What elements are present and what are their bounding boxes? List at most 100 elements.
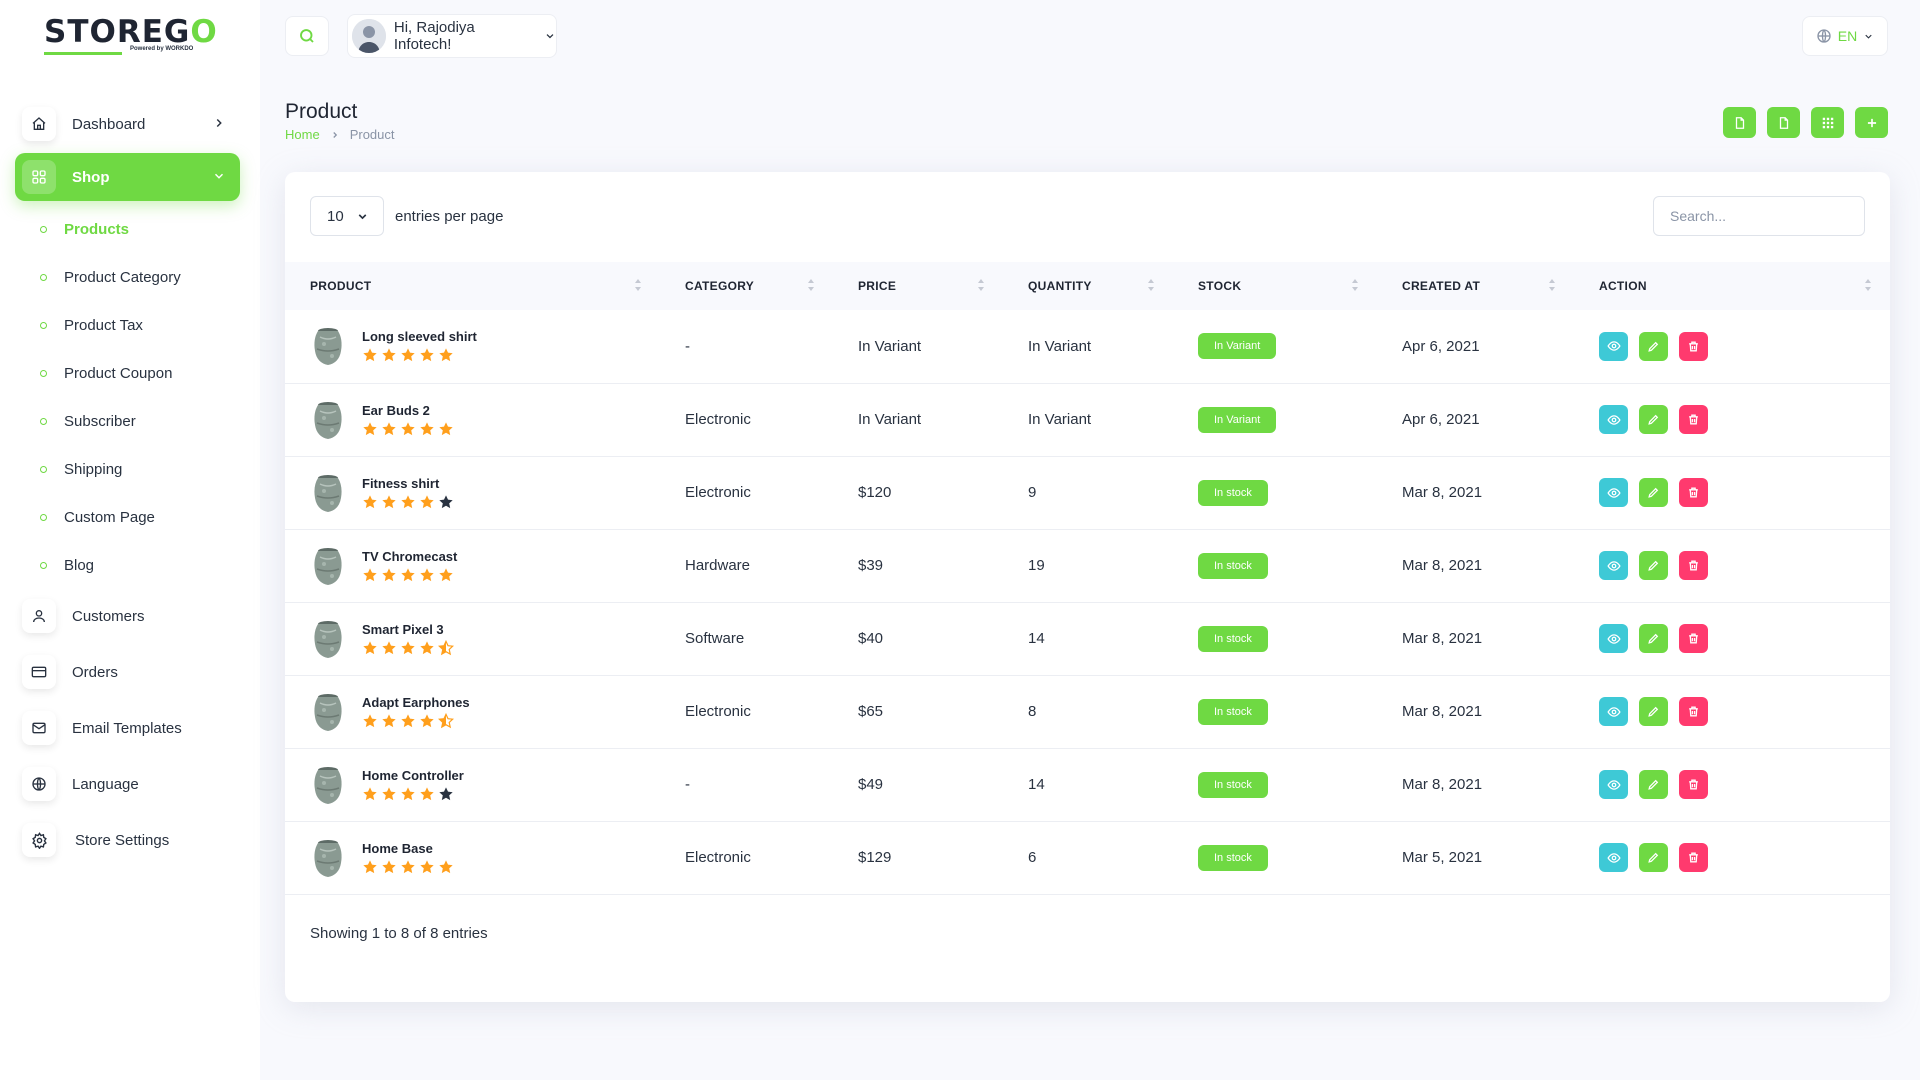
product-name[interactable]: Long sleeved shirt [362, 329, 477, 345]
sidebar-subitem-products[interactable]: Products [40, 219, 129, 239]
column-header-stock[interactable]: STOCK [1173, 262, 1377, 310]
product-thumbnail[interactable] [310, 472, 346, 514]
product-thumbnail[interactable] [310, 691, 346, 733]
sort-icon [1351, 278, 1359, 295]
delete-button[interactable] [1679, 843, 1708, 872]
delete-button[interactable] [1679, 331, 1708, 361]
delete-button[interactable] [1679, 697, 1708, 726]
trash-icon [1689, 633, 1698, 644]
sidebar-item-language[interactable]: Language [15, 760, 240, 808]
column-label: ACTION [1599, 279, 1647, 293]
action-cell [1574, 383, 1890, 456]
star-filled-icon [439, 348, 453, 362]
product-thumbnail[interactable] [310, 764, 346, 806]
pencil-icon [1648, 487, 1659, 498]
column-header-action[interactable]: ACTION [1574, 262, 1890, 310]
user-menu[interactable]: Hi, Rajodiya Infotech! [347, 14, 557, 58]
sidebar-item-store-settings[interactable]: Store Settings [15, 816, 240, 864]
edit-button[interactable] [1639, 843, 1668, 872]
sidebar-item-customers[interactable]: Customers [15, 592, 240, 640]
product-name[interactable]: Smart Pixel 3 [362, 621, 444, 637]
grid-view-button[interactable] [1811, 107, 1844, 138]
product-name[interactable]: TV Chromecast [362, 548, 458, 564]
column-header-quantity[interactable]: QUANTITY [1003, 262, 1173, 310]
quantity-cell: In Variant [1028, 411, 1092, 428]
header-search-button[interactable] [285, 16, 329, 56]
sidebar-item-email-templates[interactable]: Email Templates [15, 704, 240, 752]
product-thumbnail[interactable] [310, 545, 346, 587]
chevron-down-icon [212, 169, 226, 188]
edit-button[interactable] [1639, 624, 1668, 653]
sidebar-subitem-product-category[interactable]: Product Category [40, 267, 181, 287]
edit-button[interactable] [1639, 478, 1668, 507]
product-name[interactable]: Fitness shirt [362, 475, 440, 491]
edit-button[interactable] [1639, 331, 1668, 361]
sidebar-item-dashboard[interactable]: Dashboard [15, 100, 240, 148]
product-name[interactable]: Home Base [362, 840, 433, 856]
pencil-icon [1648, 560, 1659, 571]
column-header-category[interactable]: CATEGORY [660, 262, 833, 310]
sidebar-item-shop[interactable]: Shop [15, 153, 240, 201]
column-label: STOCK [1198, 279, 1242, 293]
stock-cell: In stock [1173, 602, 1377, 675]
view-button[interactable] [1599, 331, 1628, 361]
globe-icon [22, 767, 56, 801]
view-button[interactable] [1599, 624, 1628, 653]
sidebar-subitem-blog[interactable]: Blog [40, 555, 94, 575]
sidebar-subitem-product-coupon[interactable]: Product Coupon [40, 363, 172, 383]
stock-badge: In Variant [1198, 333, 1277, 360]
star-filled-icon [420, 348, 434, 362]
sidebar-subitem-custom-page[interactable]: Custom Page [40, 507, 155, 527]
price-cell: $49 [858, 776, 884, 793]
rating-stars [362, 347, 477, 363]
delete-button[interactable] [1679, 551, 1708, 580]
table-row: Ear Buds 2 Electronic In Variant In Vari… [285, 383, 1890, 456]
star-filled-icon [401, 640, 415, 654]
table-search-input[interactable] [1653, 196, 1865, 236]
column-header-product[interactable]: PRODUCT [285, 262, 660, 310]
view-button[interactable] [1599, 551, 1628, 580]
product-thumbnail[interactable] [310, 399, 346, 441]
column-header-created-at[interactable]: CREATED AT [1377, 262, 1574, 310]
sidebar-subitem-label: Product Tax [64, 316, 143, 334]
product-thumbnail[interactable] [310, 837, 346, 879]
delete-button[interactable] [1679, 405, 1708, 434]
delete-button[interactable] [1679, 624, 1708, 653]
column-label: QUANTITY [1028, 279, 1092, 293]
bullet-icon [40, 561, 47, 569]
product-thumbnail[interactable] [310, 325, 346, 367]
chevron-right-icon [212, 116, 226, 135]
edit-button[interactable] [1639, 551, 1668, 580]
edit-button[interactable] [1639, 770, 1668, 799]
export-button[interactable] [1723, 107, 1756, 138]
sidebar-subitem-subscriber[interactable]: Subscriber [40, 411, 136, 431]
delete-button[interactable] [1679, 770, 1708, 799]
import-button[interactable] [1767, 107, 1800, 138]
view-button[interactable] [1599, 843, 1628, 872]
sidebar-subitem-shipping[interactable]: Shipping [40, 459, 122, 479]
product-name[interactable]: Ear Buds 2 [362, 402, 430, 418]
sidebar-subitem-product-tax[interactable]: Product Tax [40, 315, 143, 335]
stock-badge: In stock [1198, 625, 1268, 652]
star-filled-icon [401, 859, 415, 873]
breadcrumb-home[interactable]: Home [285, 127, 320, 142]
view-button[interactable] [1599, 478, 1628, 507]
product-cell: Home Base [285, 821, 660, 894]
per-page-select[interactable]: 10 [310, 196, 384, 236]
column-header-price[interactable]: PRICE [833, 262, 1003, 310]
product-thumbnail[interactable] [310, 618, 346, 660]
logo[interactable]: STOREGO Powered by WORKDO [44, 14, 218, 55]
delete-button[interactable] [1679, 478, 1708, 507]
stock-badge: In Variant [1198, 406, 1277, 433]
product-name[interactable]: Home Controller [362, 767, 464, 783]
add-product-button[interactable] [1855, 107, 1888, 138]
product-cell: TV Chromecast [285, 529, 660, 602]
edit-button[interactable] [1639, 405, 1668, 434]
view-button[interactable] [1599, 770, 1628, 799]
language-selector[interactable]: EN [1802, 16, 1888, 56]
view-button[interactable] [1599, 697, 1628, 726]
product-name[interactable]: Adapt Earphones [362, 694, 470, 710]
edit-button[interactable] [1639, 697, 1668, 726]
view-button[interactable] [1599, 405, 1628, 434]
sidebar-item-orders[interactable]: Orders [15, 648, 240, 696]
